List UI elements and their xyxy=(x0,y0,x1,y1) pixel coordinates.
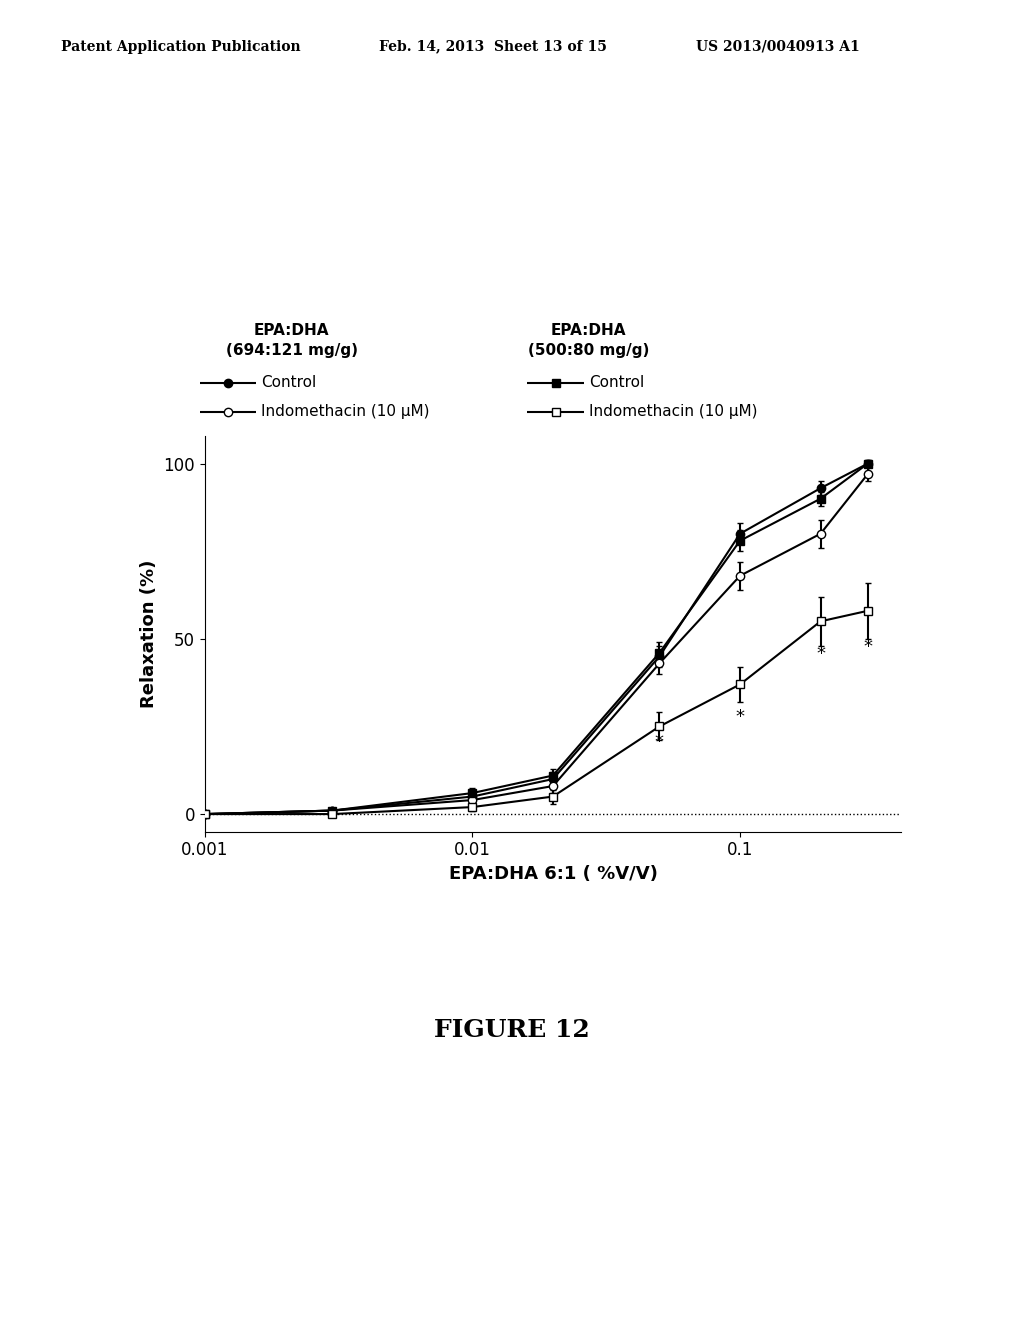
Text: Indomethacin (10 μM): Indomethacin (10 μM) xyxy=(261,404,430,420)
Y-axis label: Relaxation (%): Relaxation (%) xyxy=(140,560,158,708)
Text: EPA:DHA
(500:80 mg/g): EPA:DHA (500:80 mg/g) xyxy=(528,323,649,358)
Text: *: * xyxy=(863,639,872,656)
Text: US 2013/0040913 A1: US 2013/0040913 A1 xyxy=(696,40,860,54)
Text: Control: Control xyxy=(261,375,316,391)
Text: Patent Application Publication: Patent Application Publication xyxy=(61,40,301,54)
Text: Feb. 14, 2013  Sheet 13 of 15: Feb. 14, 2013 Sheet 13 of 15 xyxy=(379,40,607,54)
Text: Control: Control xyxy=(589,375,644,391)
Text: Indomethacin (10 μM): Indomethacin (10 μM) xyxy=(589,404,758,420)
Text: EPA:DHA
(694:121 mg/g): EPA:DHA (694:121 mg/g) xyxy=(226,323,357,358)
Text: FIGURE 12: FIGURE 12 xyxy=(434,1018,590,1041)
X-axis label: EPA:DHA 6:1 ( %V/V): EPA:DHA 6:1 ( %V/V) xyxy=(449,865,657,883)
Text: *: * xyxy=(735,709,744,726)
Text: *: * xyxy=(655,733,664,751)
Text: *: * xyxy=(816,645,825,664)
